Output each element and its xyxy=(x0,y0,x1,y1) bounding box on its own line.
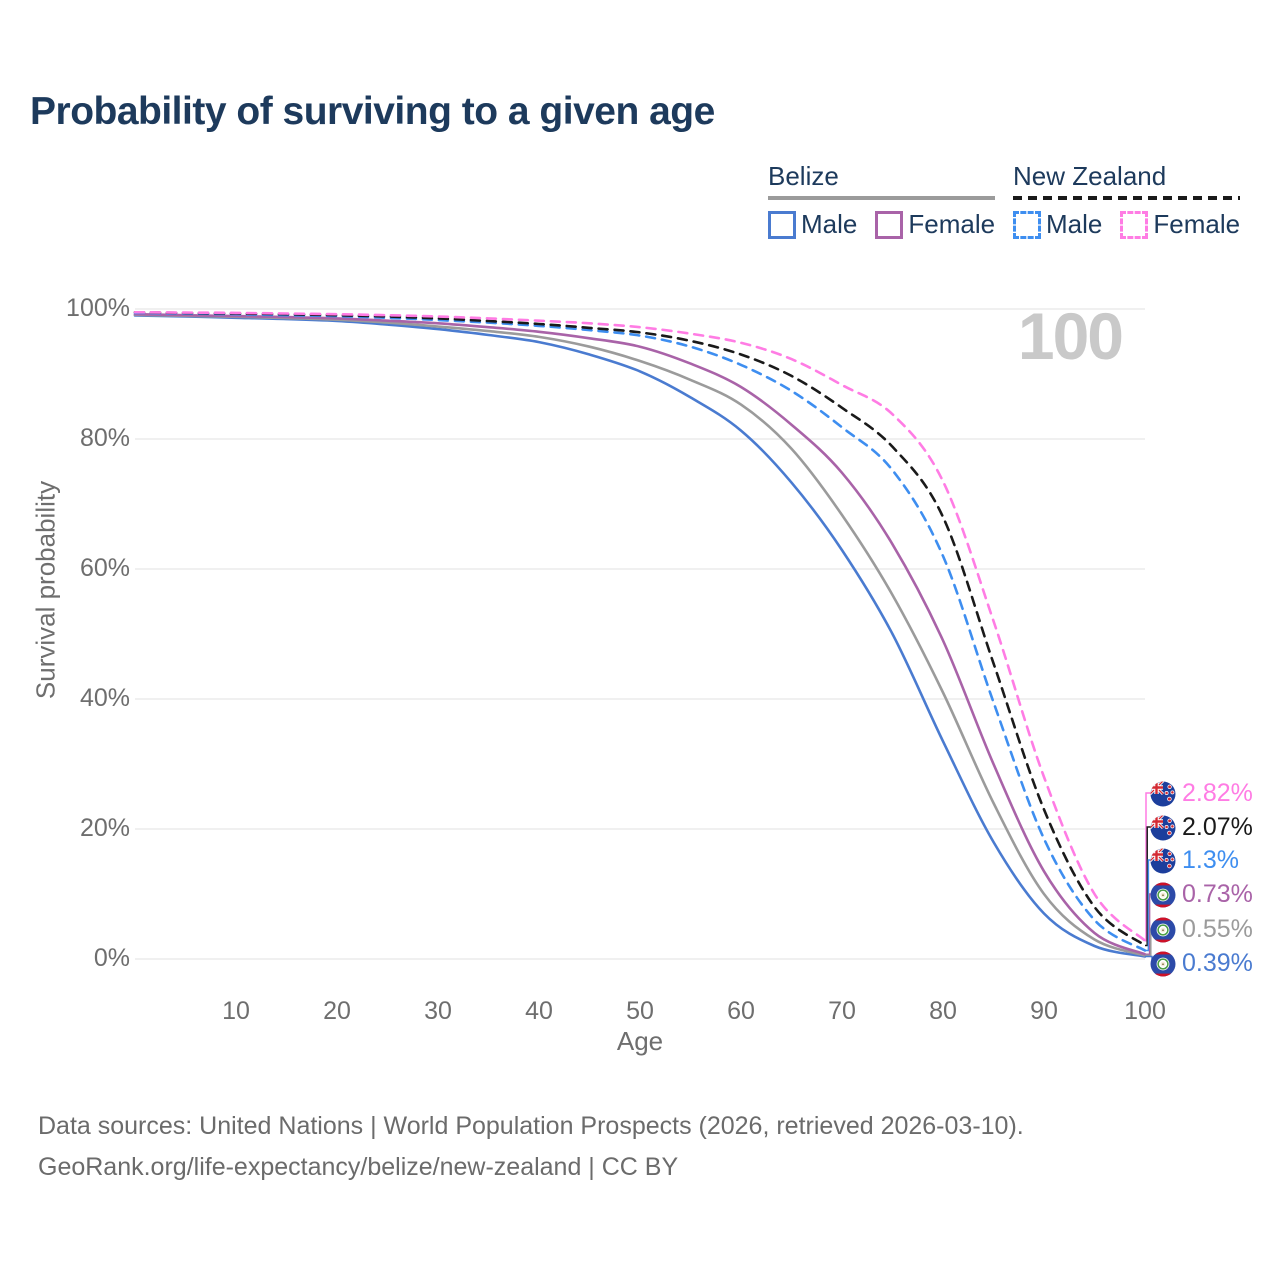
x-axis-title: Age xyxy=(616,1026,664,1056)
end-label-value: 2.82% xyxy=(1182,779,1253,807)
end-label-connector xyxy=(1145,792,1152,942)
legend-item-new-zealand-female[interactable]: Female xyxy=(1120,209,1240,240)
legend-item-new-zealand-male[interactable]: Male xyxy=(1013,209,1102,240)
legend-group-new-zealand: New Zealand Male Female xyxy=(1013,161,1241,240)
flag-icon-new-zealand xyxy=(1150,781,1176,806)
flag-icon-new-zealand xyxy=(1150,848,1176,873)
footer-attribution: GeoRank.org/life-expectancy/belize/new-z… xyxy=(38,1153,679,1181)
page-title: Probability of surviving to a given age xyxy=(30,90,715,133)
end-label-connector xyxy=(1145,826,1152,947)
x-axis-tick-label: 50 xyxy=(626,997,654,1025)
end-label-belize-total: 0.55% xyxy=(1150,915,1253,944)
end-label-value: 0.39% xyxy=(1182,949,1253,977)
line-style-swatch xyxy=(875,210,904,239)
footer-data-sources: Data sources: United Nations | World Pop… xyxy=(38,1112,1024,1140)
y-axis-tick-label: 0% xyxy=(93,944,130,972)
flag-icon-belize xyxy=(1150,951,1176,976)
survival-curve-new-zealand-female[interactable] xyxy=(133,310,1147,942)
line-style-swatch xyxy=(768,210,796,239)
survival-curve-belize-male[interactable] xyxy=(133,314,1147,958)
y-axis-tick-label: 80% xyxy=(79,424,130,452)
age-watermark: 100 xyxy=(1017,299,1124,373)
x-axis-tick-label: 70 xyxy=(828,997,856,1025)
legend-group-belize: Belize Male Female xyxy=(768,161,996,240)
footer-note: Data sources: United Nations | World Pop… xyxy=(38,1106,1024,1188)
end-label-new-zealand-total: 2.07% xyxy=(1150,813,1253,842)
survival-curve-new-zealand-male[interactable] xyxy=(133,311,1147,952)
legend-item-label: Female xyxy=(1153,209,1241,239)
x-axis-tick-label: 40 xyxy=(525,997,553,1025)
y-axis-tick-label: 100% xyxy=(66,294,130,322)
legend-item-belize-male[interactable]: Male xyxy=(768,209,857,240)
x-axis-tick-label: 60 xyxy=(727,997,755,1025)
end-label-value: 2.07% xyxy=(1182,813,1253,841)
end-label-connector xyxy=(1145,859,1152,952)
x-axis-tick-label: 90 xyxy=(1030,997,1058,1025)
x-axis-tick-label: 80 xyxy=(929,997,957,1025)
legend-item-label: Female xyxy=(908,209,996,239)
x-axis-tick-label: 100 xyxy=(1124,997,1166,1025)
end-label-belize-male: 0.39% xyxy=(1150,949,1253,978)
x-axis-tick-label: 10 xyxy=(222,997,250,1025)
legend-underline-solid xyxy=(768,196,996,200)
survival-curve-belize-female[interactable] xyxy=(133,312,1147,956)
legend-item-belize-female[interactable]: Female xyxy=(875,209,995,240)
y-axis-tick-label: 20% xyxy=(79,814,130,842)
legend-item-label: Male xyxy=(801,209,858,239)
end-label-value: 1.3% xyxy=(1182,846,1239,874)
flag-icon-belize xyxy=(1150,917,1176,942)
y-axis-title: Survival probability xyxy=(30,480,61,700)
x-axis-tick-label: 30 xyxy=(424,997,452,1025)
line-style-swatch xyxy=(1013,210,1041,239)
legend-group-label-new-zealand: New Zealand xyxy=(1013,161,1167,191)
legend-item-label: Male xyxy=(1046,209,1103,239)
x-axis-tick-label: 20 xyxy=(323,997,351,1025)
end-label-new-zealand-male: 1.3% xyxy=(1150,846,1239,875)
end-label-value: 0.73% xyxy=(1182,880,1253,908)
end-label-value: 0.55% xyxy=(1182,915,1253,943)
y-axis-tick-label: 40% xyxy=(79,684,130,712)
end-label-new-zealand-female: 2.82% xyxy=(1150,779,1253,808)
legend-group-label-belize: Belize xyxy=(768,161,839,191)
end-label-belize-female: 0.73% xyxy=(1150,880,1253,909)
line-style-swatch xyxy=(1120,210,1149,239)
survival-curve-new-zealand-total[interactable] xyxy=(133,310,1147,947)
flag-icon-new-zealand xyxy=(1150,815,1176,840)
y-axis-tick-label: 60% xyxy=(79,554,130,582)
legend-underline-dashed xyxy=(1013,196,1241,200)
flag-icon-belize xyxy=(1150,882,1176,907)
survival-curve-belize-total[interactable] xyxy=(133,313,1147,957)
